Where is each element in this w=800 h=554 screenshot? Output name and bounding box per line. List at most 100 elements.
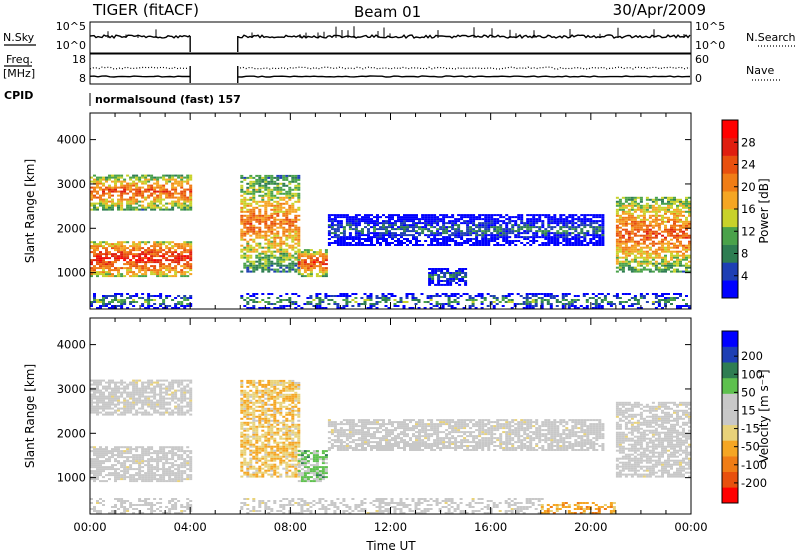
- scatter-cell: [123, 387, 127, 390]
- scatter-cell: [111, 379, 114, 382]
- scatter-cell: [270, 232, 274, 235]
- scatter-cell: [493, 234, 497, 237]
- scatter-cell: [676, 264, 679, 267]
- scatter-cell: [276, 188, 280, 191]
- scatter-cell: [114, 460, 117, 463]
- scatter-cell: [93, 446, 96, 449]
- scatter-cell: [544, 230, 548, 233]
- scatter-cell: [183, 273, 187, 276]
- scatter-cell: [460, 236, 464, 239]
- scatter-cell: [508, 218, 512, 221]
- scatter-cell: [105, 397, 108, 400]
- scatter-cell: [415, 238, 418, 240]
- scatter-cell: [474, 299, 478, 301]
- scatter-cell: [466, 230, 470, 233]
- scatter-cell: [171, 446, 175, 449]
- scatter-cell: [99, 462, 102, 465]
- scatter-cell: [431, 270, 435, 272]
- scatter-cell: [105, 265, 108, 268]
- scatter-cell: [153, 188, 157, 191]
- scatter-cell: [400, 220, 403, 223]
- scatter-cell: [376, 222, 379, 225]
- scatter-cell: [673, 220, 676, 223]
- scatter-cell: [96, 259, 99, 262]
- scatter-cell: [615, 200, 619, 203]
- scatter-cell: [514, 222, 518, 225]
- scatter-cell: [439, 232, 443, 235]
- scatter-cell: [424, 216, 428, 219]
- scatter-cell: [144, 196, 148, 199]
- scatter-cell: [123, 303, 127, 305]
- scatter-cell: [601, 228, 605, 231]
- scatter-cell: [111, 389, 114, 392]
- scatter-cell: [171, 307, 175, 309]
- scatter-cell: [373, 244, 376, 246]
- scatter-cell: [535, 240, 539, 242]
- scatter-cell: [651, 244, 655, 247]
- scatter-cell: [153, 265, 157, 268]
- scatter-cell: [261, 216, 265, 219]
- scatter-cell: [673, 230, 676, 233]
- scatter-cell: [111, 299, 114, 301]
- scatter-cell: [90, 247, 93, 250]
- scatter-cell: [141, 456, 145, 459]
- scatter-cell: [600, 305, 604, 307]
- scatter-cell: [180, 259, 184, 262]
- scatter-cell: [486, 305, 490, 307]
- scatter-cell: [469, 234, 473, 237]
- scatter-cell: [645, 301, 649, 303]
- scatter-cell: [598, 234, 602, 237]
- scatter-cell: [315, 307, 319, 309]
- scatter-cell: [147, 188, 151, 191]
- scatter-cell: [685, 270, 688, 273]
- scatter-cell: [99, 393, 102, 396]
- scatter-cell: [144, 476, 148, 479]
- scatter-cell: [249, 198, 253, 201]
- scatter-cell: [535, 232, 539, 235]
- scatter-cell: [126, 184, 130, 187]
- scatter-cell: [288, 224, 292, 227]
- scatter-cell: [243, 252, 247, 255]
- scatter-cell: [135, 397, 139, 400]
- scatter-cell: [120, 401, 124, 404]
- scatter-cell: [294, 200, 298, 203]
- scatter-cell: [96, 261, 99, 264]
- scatter-cell: [621, 202, 625, 205]
- scatter-cell: [345, 244, 349, 246]
- scatter-cell: [562, 230, 566, 233]
- scatter-cell: [288, 174, 292, 177]
- scatter-cell: [120, 383, 124, 386]
- scatter-cell: [538, 214, 542, 217]
- scatter-cell: [120, 295, 124, 297]
- scatter-cell: [630, 303, 634, 305]
- scatter-cell: [174, 190, 178, 193]
- scatter-cell: [429, 295, 433, 297]
- scatter-cell: [403, 232, 406, 235]
- scatter-cell: [547, 238, 551, 240]
- scatter-cell: [429, 303, 433, 305]
- scatter-cell: [469, 222, 473, 225]
- scatter-cell: [588, 297, 592, 299]
- scatter-cell: [501, 305, 505, 307]
- scatter-cell: [553, 216, 557, 219]
- scatter-cell: [117, 198, 120, 201]
- scatter-cell: [291, 301, 295, 303]
- scatter-cell: [99, 196, 102, 199]
- scatter-cell: [105, 188, 108, 191]
- scatter-cell: [147, 468, 151, 471]
- scatter-cell: [523, 232, 527, 235]
- scatter-cell: [93, 395, 96, 398]
- scatter-cell: [258, 218, 262, 221]
- scatter-cell: [183, 255, 187, 258]
- scatter-cell: [135, 472, 139, 475]
- scatter-cell: [255, 242, 259, 245]
- scatter-cell: [505, 222, 509, 225]
- scatter-cell: [496, 220, 500, 223]
- scatter-cell: [676, 246, 679, 249]
- scatter-cell: [309, 253, 313, 256]
- scatter-cell: [676, 238, 679, 241]
- scatter-cell: [174, 196, 178, 199]
- scatter-cell: [279, 258, 283, 261]
- scatter-cell: [138, 297, 142, 299]
